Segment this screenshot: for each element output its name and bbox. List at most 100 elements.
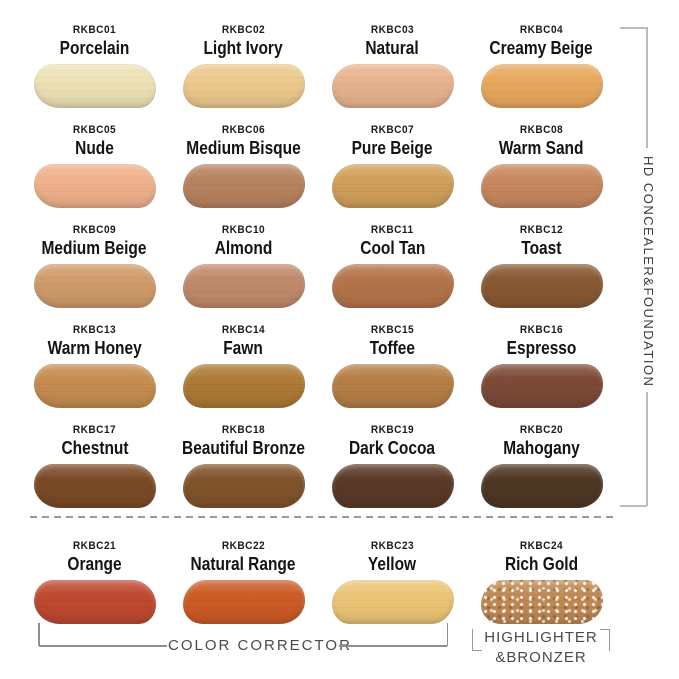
swatch-code: RKBC04 bbox=[519, 24, 564, 36]
dashed-divider bbox=[30, 516, 618, 518]
swatch-code: RKBC21 bbox=[72, 540, 117, 552]
swatch-cell: RKBC20 Mahogany bbox=[467, 418, 616, 518]
swatch-cell: RKBC17 Chestnut bbox=[20, 418, 169, 518]
swatch-smear bbox=[480, 580, 603, 624]
swatch-name: Rich Gold bbox=[504, 554, 579, 574]
bracket-line bbox=[620, 505, 647, 507]
swatch-smear bbox=[182, 64, 305, 108]
swatch-cell: RKBC08 Warm Sand bbox=[467, 118, 616, 218]
swatch-smear bbox=[331, 64, 454, 108]
swatch-cell: RKBC14 Fawn bbox=[169, 318, 318, 418]
swatch-code: RKBC10 bbox=[221, 224, 266, 236]
swatch-code: RKBC23 bbox=[370, 540, 415, 552]
swatch-name: Medium Beige bbox=[42, 238, 147, 258]
swatch-cell: RKBC24 Rich Gold bbox=[467, 534, 616, 634]
swatch-name: Espresso bbox=[506, 338, 577, 358]
swatch-code: RKBC07 bbox=[370, 124, 415, 136]
swatch-name: Almond bbox=[214, 238, 273, 258]
group-label-highlighter: HIGHLIGHTER bbox=[484, 629, 598, 646]
swatch-name: Porcelain bbox=[59, 38, 130, 58]
swatch-code: RKBC16 bbox=[519, 324, 564, 336]
bracket-tick bbox=[38, 623, 40, 646]
swatch-cell: RKBC19 Dark Cocoa bbox=[318, 418, 467, 518]
swatch-name: Yellow bbox=[368, 554, 417, 574]
swatch-cell: RKBC10 Almond bbox=[169, 218, 318, 318]
swatch-smear bbox=[480, 264, 603, 308]
color-corrector-bracket: COLOR CORRECTOR bbox=[38, 623, 448, 654]
bracket-tick bbox=[446, 623, 448, 646]
swatch-code: RKBC06 bbox=[221, 124, 266, 136]
swatch-smear bbox=[33, 464, 156, 508]
swatch-code: RKBC05 bbox=[72, 124, 117, 136]
bracket-corner-left bbox=[472, 629, 482, 651]
bracket-line bbox=[339, 645, 447, 647]
swatch-name: Pure Beige bbox=[352, 138, 433, 158]
bracket-line bbox=[39, 645, 167, 647]
swatch-code: RKBC12 bbox=[519, 224, 564, 236]
swatch-name: Orange bbox=[67, 554, 122, 574]
swatch-code: RKBC15 bbox=[370, 324, 415, 336]
swatch-grid-bottom: RKBC21 Orange RKBC22 Natural Range RKBC2… bbox=[20, 534, 616, 634]
swatch-smear bbox=[331, 364, 454, 408]
swatch-name: Toffee bbox=[369, 338, 416, 358]
swatch-name: Toast bbox=[521, 238, 562, 258]
group-label-concealer-foundation: HD CONCEALER&FOUNDATION bbox=[641, 156, 656, 388]
swatch-smear bbox=[182, 464, 305, 508]
swatch-cell: RKBC09 Medium Beige bbox=[20, 218, 169, 318]
swatch-cell: RKBC18 Beautiful Bronze bbox=[169, 418, 318, 518]
swatch-cell: RKBC06 Medium Bisque bbox=[169, 118, 318, 218]
swatch-name: Nude bbox=[75, 138, 114, 158]
group-label-bronzer: &BRONZER bbox=[495, 649, 587, 666]
swatch-name: Natural Range bbox=[191, 554, 296, 574]
bracket-corner-right bbox=[600, 629, 610, 651]
swatch-smear bbox=[182, 580, 305, 624]
swatch-code: RKBC01 bbox=[72, 24, 117, 36]
swatch-smear bbox=[182, 264, 305, 308]
swatch-smear bbox=[33, 580, 156, 624]
swatch-name: Fawn bbox=[223, 338, 264, 358]
swatch-smear bbox=[331, 464, 454, 508]
swatch-code: RKBC14 bbox=[221, 324, 266, 336]
swatch-code: RKBC17 bbox=[72, 424, 117, 436]
group-label-color-corrector: COLOR CORRECTOR bbox=[168, 637, 352, 654]
swatch-code: RKBC19 bbox=[370, 424, 415, 436]
swatch-name: Beautiful Bronze bbox=[181, 438, 305, 458]
swatch-code: RKBC18 bbox=[221, 424, 266, 436]
swatch-grid-main: RKBC01 Porcelain RKBC02 Light Ivory RKBC… bbox=[20, 18, 616, 518]
swatch-name: Chestnut bbox=[60, 438, 129, 458]
swatch-smear bbox=[33, 164, 156, 208]
swatch-name: Creamy Beige bbox=[489, 38, 594, 58]
swatch-cell: RKBC22 Natural Range bbox=[169, 534, 318, 634]
swatch-code: RKBC20 bbox=[519, 424, 564, 436]
swatch-smear bbox=[480, 464, 603, 508]
swatch-code: RKBC02 bbox=[221, 24, 266, 36]
swatch-name: Dark Cocoa bbox=[349, 438, 436, 458]
swatch-cell: RKBC03 Natural bbox=[318, 18, 467, 118]
swatch-smear bbox=[480, 364, 603, 408]
swatch-cell: RKBC02 Light Ivory bbox=[169, 18, 318, 118]
bracket-line bbox=[646, 27, 648, 148]
swatch-code: RKBC22 bbox=[221, 540, 266, 552]
swatch-smear bbox=[33, 64, 156, 108]
swatch-cell: RKBC23 Yellow bbox=[318, 534, 467, 634]
swatch-name: Light Ivory bbox=[203, 38, 284, 58]
swatch-cell: RKBC07 Pure Beige bbox=[318, 118, 467, 218]
swatch-code: RKBC03 bbox=[370, 24, 415, 36]
swatch-smear bbox=[33, 264, 156, 308]
swatch-smear bbox=[480, 64, 603, 108]
swatch-code: RKBC08 bbox=[519, 124, 564, 136]
swatch-code: RKBC11 bbox=[371, 224, 414, 236]
swatch-cell: RKBC12 Toast bbox=[467, 218, 616, 318]
swatch-smear bbox=[33, 364, 156, 408]
swatch-cell: RKBC13 Warm Honey bbox=[20, 318, 169, 418]
swatch-code: RKBC09 bbox=[72, 224, 117, 236]
bracket-line bbox=[646, 392, 648, 506]
swatch-smear bbox=[331, 264, 454, 308]
swatch-name: Cool Tan bbox=[359, 238, 426, 258]
swatch-smear bbox=[331, 164, 454, 208]
swatch-cell: RKBC15 Toffee bbox=[318, 318, 467, 418]
swatch-cell: RKBC01 Porcelain bbox=[20, 18, 169, 118]
swatch-smear bbox=[480, 164, 603, 208]
swatch-cell: RKBC05 Nude bbox=[20, 118, 169, 218]
